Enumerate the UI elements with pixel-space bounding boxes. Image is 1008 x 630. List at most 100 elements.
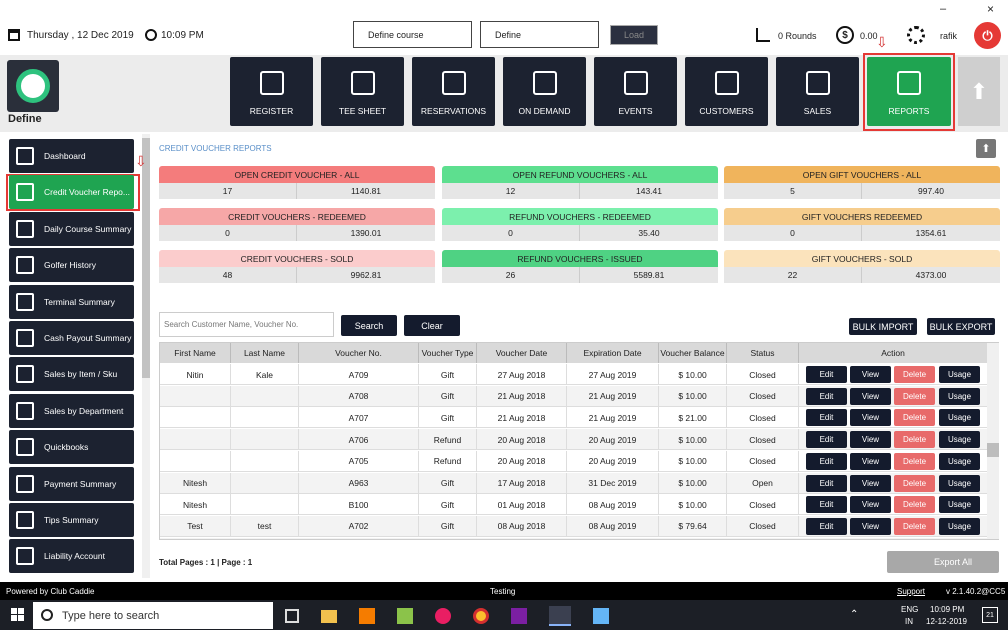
action-button[interactable]: View bbox=[850, 431, 891, 449]
sidebar-item[interactable]: Tips Summary bbox=[9, 503, 134, 537]
sidebar-item[interactable]: Daily Course Summary bbox=[9, 211, 134, 246]
sidebar-item[interactable]: Cash Payout Summary bbox=[9, 321, 134, 355]
action-button[interactable]: View bbox=[850, 366, 891, 383]
card-amount: 1354.61 bbox=[862, 225, 1000, 241]
sidebar-item[interactable]: Golfer History bbox=[9, 248, 134, 283]
table-cell: A708 bbox=[299, 385, 419, 407]
sidebar-item[interactable]: Quickbooks bbox=[9, 430, 134, 465]
action-button[interactable]: View bbox=[850, 409, 891, 427]
sidebar-item[interactable]: Sales by Item / Sku bbox=[9, 357, 134, 392]
app-icon[interactable] bbox=[285, 609, 299, 623]
nav-tile[interactable]: REGISTER bbox=[230, 57, 313, 126]
course-select[interactable]: Define course bbox=[353, 21, 472, 48]
nav-tile[interactable]: REPORTS bbox=[867, 57, 951, 126]
settings-icon[interactable] bbox=[907, 26, 925, 44]
clear-button[interactable]: Clear bbox=[404, 315, 460, 336]
action-button[interactable]: Delete bbox=[894, 474, 935, 492]
table-cell: Closed bbox=[727, 450, 799, 472]
action-button[interactable]: Edit bbox=[806, 366, 847, 383]
action-button[interactable]: Edit bbox=[806, 452, 847, 470]
bulk-import[interactable]: BULK IMPORT bbox=[849, 318, 917, 335]
sidebar-item[interactable]: Dashboard bbox=[9, 139, 134, 173]
power-button[interactable]: ⏻ bbox=[974, 22, 1001, 49]
app-icon[interactable] bbox=[549, 606, 571, 626]
action-button[interactable]: Edit bbox=[806, 517, 847, 535]
table-cell: A706 bbox=[299, 429, 419, 451]
nav-tile[interactable]: TEE SHEET bbox=[321, 57, 404, 126]
nav-label: RESERVATIONS bbox=[420, 106, 487, 116]
clock-icon bbox=[145, 29, 157, 41]
app-icon[interactable] bbox=[473, 608, 489, 624]
table-cell: Gift bbox=[419, 407, 477, 429]
close[interactable]: × bbox=[987, 2, 995, 16]
column-header: Expiration Date bbox=[567, 343, 659, 363]
app-icon[interactable] bbox=[359, 608, 375, 624]
search-button[interactable]: Search bbox=[341, 315, 397, 336]
action-button[interactable]: Edit bbox=[806, 431, 847, 449]
nav-tile[interactable]: CUSTOMERS bbox=[685, 57, 768, 126]
nav-tile[interactable]: EVENTS bbox=[594, 57, 677, 126]
support-link[interactable]: Support bbox=[897, 587, 926, 596]
marker-arrow: ⇩ bbox=[135, 153, 147, 169]
define-select[interactable]: Define bbox=[480, 21, 599, 48]
load-button[interactable]: Load bbox=[610, 25, 658, 45]
action-button[interactable]: Delete bbox=[894, 431, 935, 449]
card-count: 12 bbox=[442, 183, 580, 199]
clock-date: 12-12-2019 bbox=[926, 617, 967, 626]
sidebar-item[interactable]: Liability Account bbox=[9, 539, 134, 574]
action-button[interactable]: Usage bbox=[939, 409, 980, 427]
sidebar-item[interactable]: Payment Summary bbox=[9, 466, 134, 501]
action-button[interactable]: Usage bbox=[939, 366, 980, 383]
app-icon[interactable] bbox=[397, 608, 413, 624]
table-cell bbox=[160, 385, 231, 407]
action-button[interactable]: Delete bbox=[894, 517, 935, 535]
nav-tile[interactable]: SALES bbox=[776, 57, 859, 126]
sidebar-item[interactable]: Credit Voucher Repo... bbox=[9, 175, 134, 210]
app-icon[interactable] bbox=[435, 608, 451, 624]
taskbar-search[interactable] bbox=[33, 602, 273, 629]
sidebar-item[interactable]: Sales by Department bbox=[9, 393, 134, 428]
action-button[interactable]: Usage bbox=[939, 474, 980, 492]
app-icon[interactable] bbox=[321, 610, 337, 623]
search-input[interactable]: Search Customer Name, Voucher No. bbox=[159, 312, 334, 337]
action-button[interactable]: Usage bbox=[939, 431, 980, 449]
action-button[interactable]: View bbox=[850, 452, 891, 470]
action-button[interactable]: Usage bbox=[939, 452, 980, 470]
action-button[interactable]: Delete bbox=[894, 409, 935, 427]
scroll-top[interactable]: ⬆ bbox=[976, 139, 996, 158]
bulk-export[interactable]: BULK EXPORT bbox=[927, 318, 995, 335]
export-all[interactable]: Export All bbox=[887, 551, 999, 573]
nav-tile[interactable]: RESERVATIONS bbox=[412, 57, 495, 126]
sidebar-label: Payment Summary bbox=[44, 478, 117, 489]
column-header: Voucher No. bbox=[299, 343, 419, 363]
app-icon[interactable] bbox=[511, 608, 527, 624]
table-cell: 08 Aug 2019 bbox=[567, 494, 659, 516]
sidebar-item[interactable]: Terminal Summary bbox=[9, 284, 134, 319]
minimize[interactable]: – bbox=[940, 3, 947, 15]
start-button[interactable] bbox=[11, 608, 24, 621]
scroll-thumb bbox=[987, 443, 999, 457]
action-button[interactable]: Delete bbox=[894, 496, 935, 514]
action-button[interactable]: View bbox=[850, 474, 891, 492]
action-button[interactable]: Delete bbox=[894, 366, 935, 383]
action-button[interactable]: Delete bbox=[894, 387, 935, 405]
app-icon[interactable] bbox=[593, 608, 609, 624]
action-button[interactable]: Edit bbox=[806, 409, 847, 427]
collapse-button[interactable]: ⬆ bbox=[958, 57, 1000, 126]
action-button[interactable]: View bbox=[850, 496, 891, 514]
notifications[interactable]: 21 bbox=[982, 607, 998, 623]
action-button[interactable]: Usage bbox=[939, 496, 980, 514]
action-button[interactable]: View bbox=[850, 387, 891, 405]
nav-tile[interactable]: ON DEMAND bbox=[503, 57, 586, 126]
sidebar-label: Cash Payout Summary bbox=[44, 333, 132, 343]
action-button[interactable]: Usage bbox=[939, 517, 980, 535]
action-button[interactable]: Edit bbox=[806, 474, 847, 492]
action-button[interactable]: Edit bbox=[806, 496, 847, 514]
action-button[interactable]: Edit bbox=[806, 387, 847, 405]
action-button[interactable]: Usage bbox=[939, 387, 980, 405]
action-button[interactable]: Delete bbox=[894, 452, 935, 470]
card-amount: 4373.00 bbox=[862, 267, 1000, 283]
nav-icon bbox=[806, 71, 830, 95]
action-button[interactable]: View bbox=[850, 517, 891, 535]
